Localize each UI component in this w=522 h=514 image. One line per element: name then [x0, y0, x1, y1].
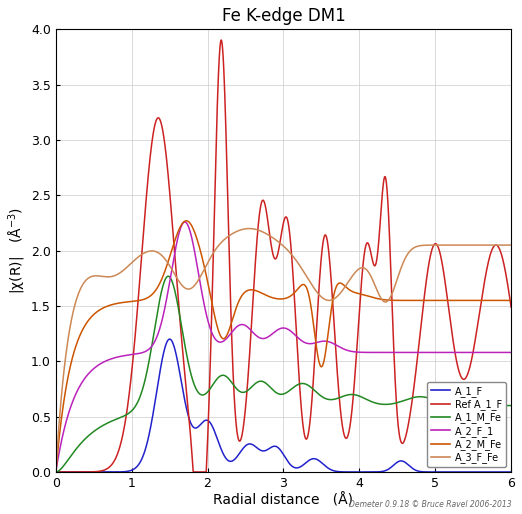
A_2_M_Fe	[495, 297, 501, 303]
A_3_F_Fe	[262, 230, 268, 236]
A_1_F	[262, 448, 268, 454]
Legend: A_1_F, Ref A_1_F, A_1_M_Fe, A_2_F_1, A_2_M_Fe, A_3_F_Fe: A_1_F, Ref A_1_F, A_1_M_Fe, A_2_F_1, A_2…	[427, 382, 506, 467]
A_2_F_1	[495, 350, 501, 356]
A_2_M_Fe	[495, 297, 501, 303]
A_2_M_Fe	[274, 296, 280, 302]
A_2_F_1	[411, 350, 418, 356]
A_1_M_Fe	[53, 469, 59, 475]
A_1_F	[76, 469, 82, 475]
A_1_F	[167, 336, 173, 342]
A_2_M_Fe	[76, 335, 82, 341]
A_2_F_1	[508, 350, 514, 356]
Ref A_1_F	[495, 244, 501, 250]
A_1_M_Fe	[76, 443, 82, 449]
X-axis label: Radial distance   (Å): Radial distance (Å)	[213, 492, 353, 507]
Line: A_1_F: A_1_F	[56, 339, 511, 472]
A_2_F_1	[182, 219, 188, 225]
A_1_F	[495, 469, 501, 475]
A_3_F_Fe	[495, 242, 501, 248]
A_3_F_Fe	[495, 242, 501, 248]
A_1_F	[495, 469, 501, 475]
A_1_M_Fe	[165, 273, 171, 279]
A_2_F_1	[262, 335, 268, 341]
A_2_M_Fe	[183, 218, 189, 224]
Ref A_1_F	[274, 252, 280, 258]
Ref A_1_F	[53, 469, 59, 475]
A_1_F	[508, 469, 514, 475]
Ref A_1_F	[508, 304, 514, 310]
A_3_F_Fe	[246, 226, 252, 232]
Ref A_1_F	[218, 37, 224, 43]
A_2_F_1	[274, 327, 280, 333]
A_1_F	[274, 444, 280, 450]
A_2_M_Fe	[262, 292, 268, 298]
A_2_F_1	[53, 469, 59, 475]
A_2_M_Fe	[411, 297, 418, 303]
A_3_F_Fe	[76, 289, 82, 296]
A_3_F_Fe	[411, 244, 418, 250]
A_2_F_1	[495, 350, 501, 356]
Line: A_3_F_Fe: A_3_F_Fe	[56, 229, 511, 472]
A_2_M_Fe	[53, 469, 59, 475]
A_2_F_1	[76, 384, 82, 391]
Line: A_2_M_Fe: A_2_M_Fe	[56, 221, 511, 472]
A_1_M_Fe	[262, 380, 268, 386]
A_1_M_Fe	[495, 402, 501, 409]
Text: Demeter 0.9.18 © Bruce Ravel 2006-2013: Demeter 0.9.18 © Bruce Ravel 2006-2013	[349, 500, 512, 509]
A_1_F	[53, 469, 59, 475]
Ref A_1_F	[495, 243, 501, 249]
Y-axis label: |χ(R)|   (Å$^{-3}$): |χ(R)| (Å$^{-3}$)	[7, 207, 28, 294]
A_3_F_Fe	[508, 242, 514, 248]
Line: A_2_F_1: A_2_F_1	[56, 222, 511, 472]
Title: Fe K-edge DM1: Fe K-edge DM1	[221, 7, 346, 25]
Ref A_1_F	[262, 203, 268, 209]
A_1_M_Fe	[411, 394, 418, 400]
A_2_M_Fe	[508, 297, 514, 303]
A_1_M_Fe	[274, 390, 280, 396]
Ref A_1_F	[76, 469, 82, 475]
A_1_F	[411, 467, 418, 473]
A_1_M_Fe	[508, 402, 514, 409]
A_1_M_Fe	[495, 402, 501, 409]
Line: Ref A_1_F: Ref A_1_F	[56, 40, 511, 472]
Ref A_1_F	[411, 379, 418, 386]
A_3_F_Fe	[53, 469, 59, 475]
A_3_F_Fe	[274, 238, 280, 244]
Line: A_1_M_Fe: A_1_M_Fe	[56, 276, 511, 472]
